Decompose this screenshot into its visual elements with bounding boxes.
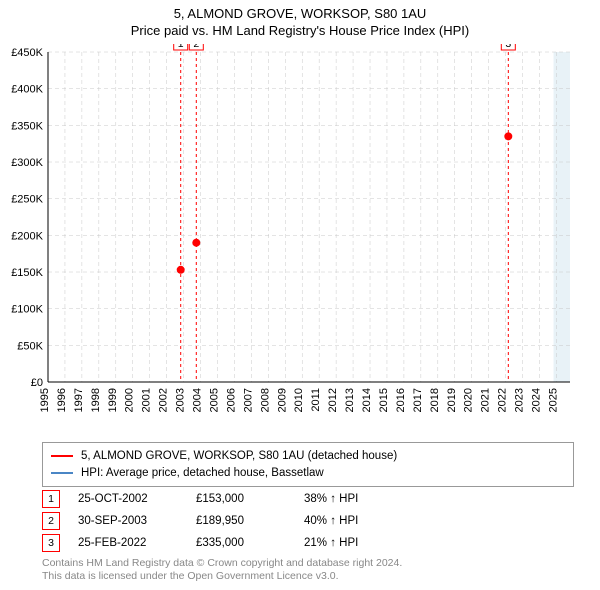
event-marker-dot	[192, 239, 200, 247]
legend-label: 5, ALMOND GROVE, WORKSOP, S80 1AU (detac…	[81, 448, 397, 465]
x-tick-label: 2017	[412, 388, 424, 412]
legend-row: 5, ALMOND GROVE, WORKSOP, S80 1AU (detac…	[51, 448, 565, 465]
x-tick-label: 2009	[276, 388, 288, 412]
y-tick-label: £200K	[11, 230, 43, 242]
event-marker-dot	[177, 266, 185, 274]
y-tick-label: £0	[31, 377, 43, 389]
event-row-price: £153,000	[196, 493, 286, 505]
event-label-text: 2	[193, 44, 199, 50]
x-tick-label: 2012	[327, 388, 339, 412]
x-tick-label: 2023	[514, 388, 526, 412]
footer-line-2: This data is licensed under the Open Gov…	[42, 570, 556, 584]
event-label-text: 1	[178, 44, 184, 50]
x-tick-label: 2022	[497, 388, 509, 412]
x-tick-label: 2014	[361, 388, 373, 412]
legend-label: HPI: Average price, detached house, Bass…	[81, 465, 324, 482]
event-row-delta: 21% ↑ HPI	[304, 537, 358, 549]
event-row-label: 1	[42, 490, 60, 508]
x-tick-label: 2003	[175, 388, 187, 412]
x-tick-label: 2025	[547, 388, 559, 412]
x-tick-label: 2011	[310, 388, 322, 412]
legend-swatch	[51, 455, 73, 457]
x-tick-label: 2016	[395, 388, 407, 412]
chart-title: 5, ALMOND GROVE, WORKSOP, S80 1AU Price …	[0, 0, 600, 38]
x-tick-label: 2015	[378, 388, 390, 412]
x-tick-label: 1999	[107, 388, 119, 412]
footer-attribution: Contains HM Land Registry data © Crown c…	[42, 557, 556, 584]
event-row-date: 25-FEB-2022	[78, 537, 178, 549]
y-tick-label: £300K	[11, 157, 43, 169]
chart-svg: £0 £50K £100K £150K £200K £250K £300K £350K £400…	[0, 44, 600, 436]
event-row-price: £189,950	[196, 515, 286, 527]
y-tick-label: £150K	[11, 267, 43, 279]
x-tick-label: 2010	[293, 388, 305, 412]
title-line-1: 5, ALMOND GROVE, WORKSOP, S80 1AU	[0, 6, 600, 21]
x-tick-label: 2008	[259, 388, 271, 412]
future-band	[554, 52, 570, 382]
event-marker-dot	[504, 132, 512, 140]
event-row: 1 25-OCT-2002 £153,000 38% ↑ HPI	[42, 490, 556, 508]
y-tick-label: £50K	[17, 340, 43, 352]
event-row: 2 30-SEP-2003 £189,950 40% ↑ HPI	[42, 512, 556, 530]
legend: 5, ALMOND GROVE, WORKSOP, S80 1AU (detac…	[42, 442, 574, 487]
legend-swatch	[51, 472, 73, 474]
y-tick-label: £450K	[11, 47, 43, 59]
x-tick-label: 2006	[225, 388, 237, 412]
x-tick-label: 2021	[480, 388, 492, 412]
event-row-label: 2	[42, 512, 60, 530]
event-label-text: 3	[505, 44, 511, 50]
event-row-date: 30-SEP-2003	[78, 515, 178, 527]
y-tick-label: £400K	[11, 84, 43, 96]
event-row: 3 25-FEB-2022 £335,000 21% ↑ HPI	[42, 534, 556, 552]
x-tick-label: 2000	[124, 388, 136, 412]
x-tick-label: 2019	[446, 388, 458, 412]
x-tick-label: 2007	[242, 388, 254, 412]
x-tick-label: 1995	[39, 388, 51, 412]
event-row-delta: 38% ↑ HPI	[304, 493, 358, 505]
x-tick-label: 2024	[530, 388, 542, 412]
y-tick-label: £350K	[11, 120, 43, 132]
event-row-price: £335,000	[196, 537, 286, 549]
x-tick-label: 2002	[158, 388, 170, 412]
x-tick-label: 1996	[56, 388, 68, 412]
title-line-2: Price paid vs. HM Land Registry's House …	[0, 23, 600, 38]
x-tick-label: 2001	[141, 388, 153, 412]
x-tick-label: 2020	[463, 388, 475, 412]
x-tick-label: 2004	[192, 388, 204, 412]
x-tick-label: 2005	[208, 388, 220, 412]
y-tick-label: £100K	[11, 304, 43, 316]
x-tick-label: 2013	[344, 388, 356, 412]
event-row-delta: 40% ↑ HPI	[304, 515, 358, 527]
legend-row: HPI: Average price, detached house, Bass…	[51, 465, 565, 482]
y-tick-label: £250K	[11, 194, 43, 206]
x-tick-label: 2018	[429, 388, 441, 412]
x-tick-label: 1998	[90, 388, 102, 412]
x-tick-label: 1997	[73, 388, 85, 412]
event-row-label: 3	[42, 534, 60, 552]
events-table: 1 25-OCT-2002 £153,000 38% ↑ HPI 2 30-SEP-200…	[42, 486, 556, 552]
event-row-date: 25-OCT-2002	[78, 493, 178, 505]
footer-line-1: Contains HM Land Registry data © Crown c…	[42, 557, 556, 571]
